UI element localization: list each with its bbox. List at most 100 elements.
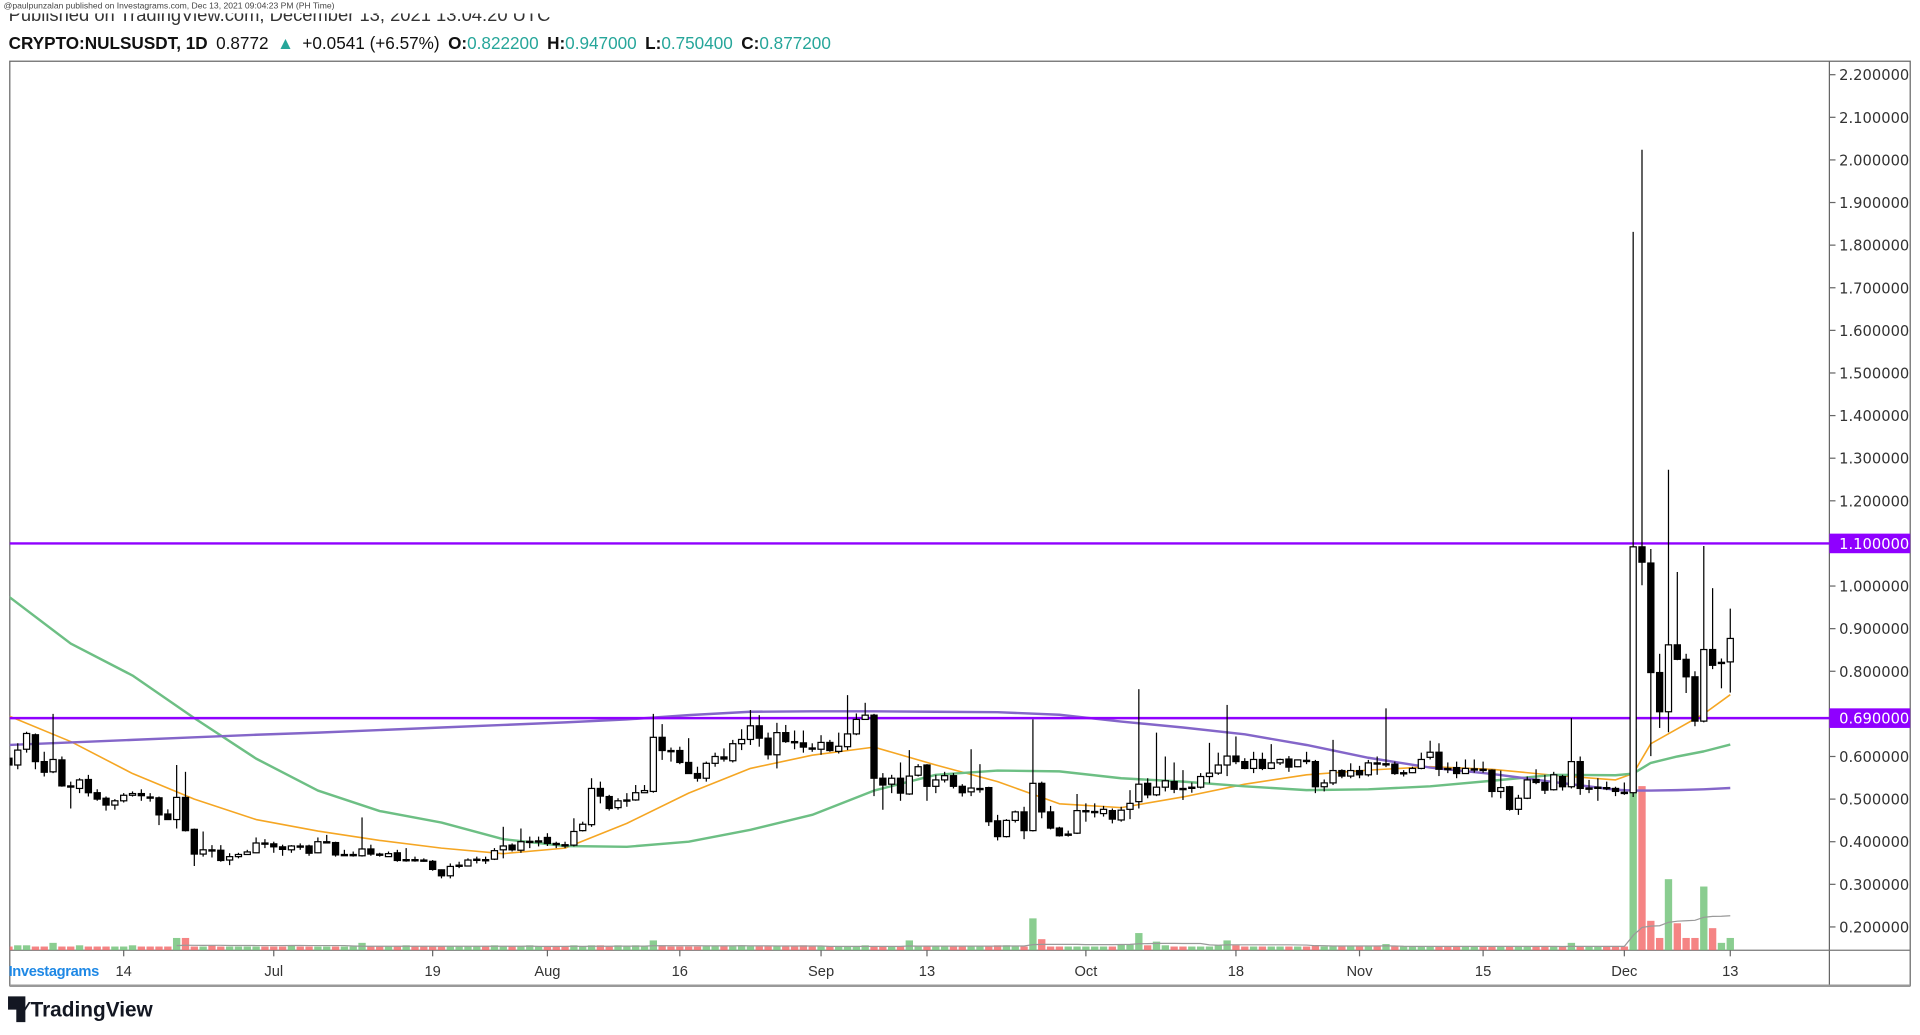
- volume-bar: [773, 946, 781, 951]
- close-value: 0.877200: [759, 33, 831, 53]
- candle-down: [1708, 648, 1717, 666]
- candle-up: [1585, 787, 1593, 790]
- volume-bar: [75, 945, 84, 951]
- horizontal-levels: 1.100000 0.690000: [9, 533, 1911, 728]
- candle-up: [340, 853, 349, 857]
- volume-bar: [455, 946, 463, 951]
- candle-down: [217, 849, 225, 862]
- volume-bar: [932, 946, 940, 951]
- candle-up: [967, 787, 975, 793]
- candle-down: [826, 741, 834, 752]
- candle-down: [1232, 755, 1240, 763]
- candle-down: [261, 842, 269, 845]
- candle-up: [111, 800, 119, 806]
- volume-bar: [67, 946, 75, 951]
- candle-down: [1576, 760, 1584, 790]
- candle-down: [1338, 769, 1346, 777]
- level-price-label: 0.690000: [1839, 711, 1909, 728]
- candle-down: [1311, 760, 1320, 788]
- price-axis[interactable]: 2.200000 2.100000 2.000000 1.900000 1.800000…: [1829, 67, 1909, 936]
- candle-down: [658, 736, 666, 752]
- volume-bar: [402, 945, 410, 951]
- volume-bar: [755, 946, 763, 951]
- price-tick-label: 1.500000: [1839, 365, 1909, 382]
- volume-bar: [464, 946, 472, 951]
- candle-up: [128, 792, 137, 796]
- volume-bar: [949, 946, 958, 951]
- volume-bar: [367, 946, 375, 951]
- volume-bar: [287, 945, 296, 951]
- candle-down: [923, 764, 931, 787]
- volume-bar: [1488, 946, 1496, 951]
- volume-bar: [1444, 946, 1452, 951]
- volume-bar: [9, 946, 13, 951]
- volume-bar: [1452, 946, 1461, 951]
- candles: [9, 149, 1734, 879]
- candle-up: [1294, 759, 1302, 768]
- volume-bar: [587, 945, 596, 951]
- volume-bar: [1241, 946, 1249, 951]
- volume-bar: [111, 946, 119, 951]
- time-tick-label: 15: [1475, 964, 1491, 980]
- time-tick-label: 13: [919, 964, 935, 980]
- candle-down: [278, 846, 287, 850]
- candle-down: [1655, 671, 1664, 713]
- candle-up: [1188, 786, 1196, 790]
- candle-up: [614, 800, 622, 809]
- candle-up: [711, 755, 719, 764]
- moving-averages: [9, 595, 1731, 855]
- volume-bar: [808, 946, 816, 951]
- candle-up: [1700, 648, 1708, 722]
- volume-bar: [614, 945, 622, 951]
- candle-up: [1214, 764, 1222, 774]
- candle-down: [1055, 827, 1064, 837]
- candle-up: [1091, 810, 1099, 814]
- time-tick-label: Sep: [808, 964, 834, 980]
- volume-bar: [1099, 946, 1108, 951]
- candle-down: [993, 820, 1002, 838]
- candle-up: [287, 845, 296, 851]
- candle-up: [14, 749, 22, 766]
- candle-up: [1029, 782, 1037, 832]
- candle-down: [693, 772, 702, 779]
- volume-bar: [1152, 941, 1161, 951]
- candle-up: [1135, 783, 1143, 803]
- volume-bar: [490, 945, 499, 951]
- time-axis[interactable]: 14 Jul 19 Aug 16 Sep 13 Oct 18 Nov 15 Dec 13: [116, 950, 1739, 980]
- candle-up: [1073, 809, 1081, 834]
- volume-bar: [737, 945, 746, 951]
- price-tick-label: 0.400000: [1839, 834, 1909, 851]
- volume-bar: [517, 946, 525, 951]
- volume-bar: [1073, 946, 1081, 951]
- volume-bar: [702, 946, 710, 951]
- volume-bar: [1611, 946, 1620, 951]
- volume-bar: [261, 946, 269, 951]
- volume-bar: [1523, 946, 1531, 951]
- candle-up: [490, 850, 499, 860]
- volume-bar: [102, 946, 110, 951]
- volume-bar: [914, 946, 922, 951]
- price-tick-label: 0.600000: [1839, 749, 1909, 766]
- candle-up: [225, 856, 234, 861]
- candle-up: [1726, 637, 1734, 663]
- candle-down: [296, 845, 304, 848]
- candle-up: [773, 732, 781, 756]
- candle-down: [1452, 766, 1461, 775]
- candle-up: [852, 718, 861, 735]
- candle-down: [543, 836, 552, 845]
- volume-bar: [711, 946, 719, 951]
- candle-down: [790, 740, 799, 744]
- candle-up: [534, 840, 543, 843]
- volume-bar: [958, 946, 966, 951]
- candle-down: [1046, 811, 1055, 829]
- candle-down: [720, 756, 728, 760]
- candle-down: [270, 843, 278, 848]
- candle-down: [367, 848, 375, 855]
- volume-bar: [1391, 946, 1399, 951]
- candle-up: [1408, 767, 1417, 774]
- candle-up: [22, 732, 31, 750]
- candle-up: [1417, 758, 1425, 770]
- level-price-tag: [1829, 533, 1911, 554]
- volume-bar: [437, 946, 446, 951]
